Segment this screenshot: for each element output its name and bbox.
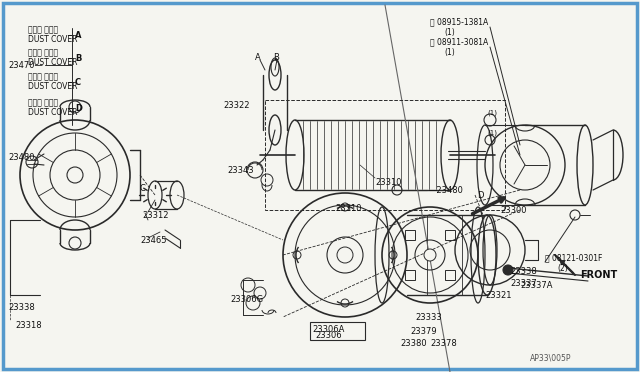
Text: C: C: [75, 77, 81, 87]
Text: Ⓝ 08911-3081A: Ⓝ 08911-3081A: [430, 38, 488, 46]
Text: 23306G: 23306G: [230, 295, 263, 305]
Text: AP33\005P: AP33\005P: [530, 353, 572, 362]
Text: DUST COVER: DUST COVER: [28, 81, 77, 90]
Text: 23300: 23300: [500, 205, 527, 215]
Text: 23480: 23480: [8, 153, 35, 161]
Text: (1): (1): [487, 130, 497, 136]
Text: 23337: 23337: [510, 279, 537, 288]
Text: 23310: 23310: [335, 203, 362, 212]
Text: (2): (2): [557, 263, 568, 273]
Text: 23379: 23379: [410, 327, 436, 336]
Text: 23318: 23318: [15, 321, 42, 330]
Text: A: A: [255, 52, 260, 61]
Text: DUST COVER: DUST COVER: [28, 58, 77, 67]
Text: B: B: [273, 52, 279, 61]
Text: 23338: 23338: [8, 304, 35, 312]
Circle shape: [503, 265, 513, 275]
Text: ダスト カバー: ダスト カバー: [28, 48, 58, 58]
Bar: [405, 270, 415, 280]
FancyBboxPatch shape: [3, 3, 637, 369]
Text: A: A: [75, 31, 81, 39]
Text: (1): (1): [487, 110, 497, 116]
Text: ダスト カバー: ダスト カバー: [28, 73, 58, 81]
Text: (1): (1): [444, 28, 455, 36]
Text: 23306: 23306: [315, 330, 342, 340]
Bar: [445, 230, 455, 240]
Text: (1): (1): [444, 48, 455, 57]
Text: Ⓦ 08915-1381A: Ⓦ 08915-1381A: [430, 17, 488, 26]
Bar: [310, 322, 365, 340]
Text: 23312: 23312: [142, 211, 168, 219]
Bar: [445, 270, 455, 280]
Text: ダスト カバー: ダスト カバー: [28, 26, 58, 35]
Text: 23306A: 23306A: [312, 324, 344, 334]
Text: ダスト カバー: ダスト カバー: [28, 99, 58, 108]
Text: 23465: 23465: [140, 235, 166, 244]
Text: B: B: [75, 54, 81, 62]
Text: D: D: [477, 190, 483, 199]
Text: DUST COVER: DUST COVER: [28, 35, 77, 44]
Bar: [405, 230, 415, 240]
Text: 23310: 23310: [375, 177, 401, 186]
Text: 23333: 23333: [415, 314, 442, 323]
Text: Ⓑ 08121-0301F: Ⓑ 08121-0301F: [545, 253, 602, 263]
Text: FRONT: FRONT: [580, 270, 617, 280]
Text: 23343: 23343: [227, 166, 253, 174]
Circle shape: [67, 167, 83, 183]
Text: 23322: 23322: [223, 100, 250, 109]
Text: D: D: [75, 103, 82, 112]
Text: 23378: 23378: [430, 339, 457, 347]
Text: 23470—: 23470—: [8, 61, 43, 70]
Text: 23321: 23321: [485, 291, 511, 299]
Text: 23338: 23338: [510, 267, 537, 276]
Bar: [265, 100, 505, 210]
Text: DUST COVER: DUST COVER: [28, 108, 77, 116]
Text: C: C: [140, 183, 146, 192]
Text: 23337A: 23337A: [520, 282, 552, 291]
Text: —23480: —23480: [429, 186, 464, 195]
Circle shape: [337, 247, 353, 263]
Text: 23380: 23380: [400, 339, 427, 347]
Circle shape: [424, 249, 436, 261]
